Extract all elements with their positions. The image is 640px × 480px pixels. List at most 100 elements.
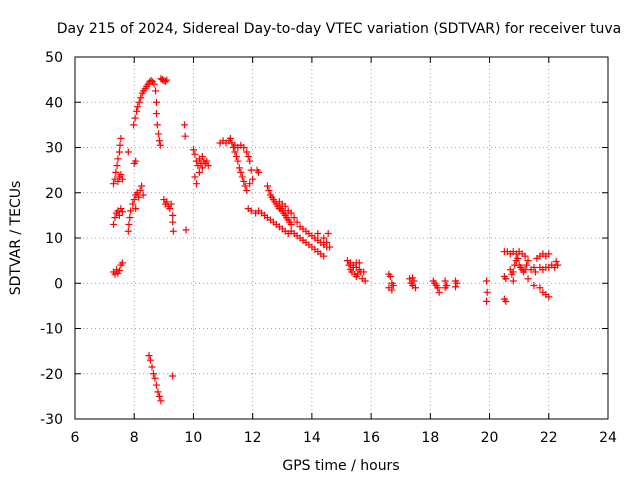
data-point-plus	[147, 356, 155, 364]
data-point-plus	[147, 77, 155, 85]
x-tick-labels: 6 8 10 12 14 16 18 20 22 24	[71, 430, 617, 446]
x-tick-label: 20	[481, 430, 499, 446]
data-point-plus	[521, 266, 529, 274]
data-point-plus	[117, 171, 125, 179]
data-point-plus	[554, 261, 562, 269]
data-point-plus	[287, 220, 295, 228]
data-point-plus	[521, 252, 529, 260]
data-point-plus	[204, 162, 212, 170]
data-point-plus	[263, 182, 271, 190]
data-point-plus	[441, 284, 449, 292]
data-point-plus	[118, 175, 126, 183]
data-point-plus	[241, 182, 249, 190]
data-point-plus	[181, 132, 189, 140]
data-point-plus	[117, 205, 125, 213]
data-point-plus	[115, 148, 123, 156]
axis-ticks	[74, 56, 609, 420]
data-point-plus	[483, 297, 491, 305]
data-point-plus	[155, 137, 163, 145]
data-point-plus	[530, 263, 538, 271]
data-point-plus	[195, 168, 203, 176]
data-point-plus	[320, 234, 328, 242]
data-point-plus	[126, 214, 134, 222]
data-point-plus	[240, 144, 248, 151]
data-point-plus	[409, 274, 417, 282]
data-point-plus	[152, 98, 160, 106]
data-point-plus	[389, 282, 397, 290]
data-point-plus	[238, 173, 246, 181]
data-point-plus	[167, 200, 175, 208]
chart-title: Day 215 of 2024, Sidereal Day-to-day VTE…	[57, 21, 621, 37]
data-point-plus	[112, 168, 120, 176]
data-point-plus	[118, 208, 126, 216]
data-point-plus	[434, 284, 442, 292]
x-tick-label: 14	[303, 430, 321, 446]
y-tick-label: 50	[45, 50, 63, 66]
data-point-plus	[255, 168, 263, 176]
data-point-plus	[157, 397, 165, 405]
data-point-plus	[132, 205, 140, 213]
data-point-plus	[244, 153, 252, 161]
data-point-plus	[198, 164, 206, 172]
data-point-plus	[125, 220, 133, 228]
y-tick-labels: -30 -20 -10 0 10 20 30 40 50	[40, 50, 63, 428]
data-point-plus	[324, 229, 332, 237]
data-point-plus	[198, 153, 206, 161]
data-point-plus	[169, 372, 177, 380]
data-point-plus	[552, 258, 560, 266]
data-point-plus	[134, 103, 142, 111]
x-tick-label: 16	[362, 430, 380, 446]
x-tick-label: 22	[540, 430, 558, 446]
data-point-plus	[154, 388, 162, 396]
data-point-plus	[129, 200, 137, 208]
data-point-plus	[314, 229, 322, 237]
data-point-plus	[355, 259, 363, 267]
data-point-plus	[360, 268, 368, 276]
data-point-plus	[320, 252, 328, 260]
data-point-plus	[169, 227, 177, 235]
data-point-plus	[152, 87, 160, 95]
y-tick-label: -20	[40, 367, 63, 383]
data-point-plus	[113, 162, 121, 170]
data-point-plus	[290, 214, 298, 222]
data-point-plus	[111, 214, 119, 222]
data-point-plus	[169, 211, 177, 219]
data-point-plus	[138, 182, 146, 190]
data-point-plus	[235, 164, 243, 172]
data-point-plus	[130, 121, 138, 129]
data-point-plus	[247, 207, 255, 215]
data-point-plus	[452, 283, 460, 291]
data-point-plus	[530, 282, 538, 290]
data-point-plus	[523, 261, 531, 269]
data-point-plus	[246, 157, 254, 165]
x-tick-label: 10	[185, 430, 203, 446]
data-point-plus	[243, 148, 251, 156]
x-tick-label: 12	[244, 430, 262, 446]
data-point-plus	[115, 267, 123, 275]
data-point-plus	[109, 180, 117, 188]
data-point-plus	[137, 94, 145, 102]
data-point-plus	[249, 175, 257, 183]
data-point-plus	[145, 352, 153, 360]
data-point-plus	[135, 98, 143, 106]
data-point-plus	[150, 80, 158, 88]
data-point-plus	[509, 268, 517, 276]
y-tick-label: -30	[40, 412, 63, 428]
data-point-plus	[181, 121, 189, 129]
data-point-plus	[240, 177, 248, 185]
data-point-plus	[192, 180, 200, 188]
data-point-plus	[163, 76, 171, 84]
data-point-plus	[406, 275, 414, 283]
data-point-plus	[531, 268, 539, 276]
data-point-plus	[243, 186, 251, 194]
data-point-plus	[114, 177, 122, 185]
data-point-plus	[153, 121, 161, 129]
data-point-plus	[323, 239, 331, 247]
data-point-plus	[148, 363, 156, 371]
data-point-plus	[135, 193, 143, 201]
data-point-plus	[524, 257, 532, 265]
data-point-plus	[152, 110, 160, 118]
data-point-plus	[502, 297, 510, 305]
data-point-plus	[132, 157, 140, 165]
